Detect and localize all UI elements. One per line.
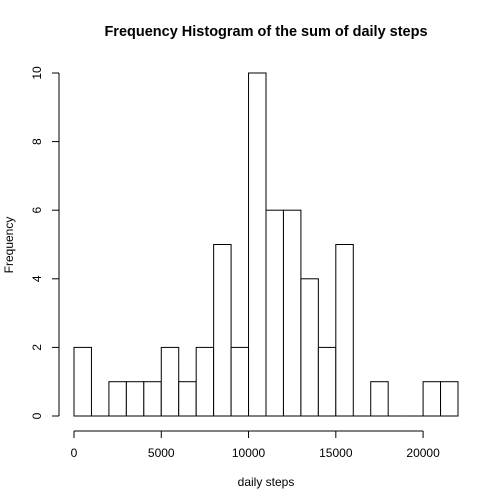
histogram-bar — [143, 381, 162, 417]
histogram-bar — [335, 244, 354, 417]
y-tick-label: 2 — [30, 344, 44, 351]
histogram-bar — [265, 209, 284, 417]
histogram-bar — [125, 381, 145, 417]
x-tick-label: 0 — [71, 446, 78, 460]
y-tick-label: 8 — [30, 138, 44, 145]
y-tick-label: 6 — [30, 207, 44, 214]
histogram-bar — [282, 209, 302, 417]
chart-title: Frequency Histogram of the sum of daily … — [104, 24, 427, 40]
x-tick-label: 5000 — [148, 446, 175, 460]
histogram-bar — [178, 381, 197, 417]
histogram-bar — [248, 72, 267, 417]
histogram-bar — [370, 381, 389, 417]
x-tick-label: 20000 — [406, 446, 440, 460]
histogram-bar — [160, 346, 180, 417]
histogram-bar — [195, 346, 215, 417]
y-tick-label: 0 — [30, 412, 44, 419]
histogram-bar — [300, 278, 319, 417]
bars-group — [73, 72, 459, 417]
y-axis: 0 2 4 6 8 10 — [30, 66, 60, 419]
histogram-bar — [108, 381, 127, 417]
y-tick-label: 4 — [30, 275, 44, 282]
histogram-bar — [213, 244, 232, 417]
histogram-bar — [440, 381, 459, 417]
histogram-bar — [422, 381, 442, 417]
histogram-bar — [317, 346, 337, 417]
x-axis-label: daily steps — [238, 475, 295, 489]
x-tick-label: 10000 — [232, 446, 266, 460]
histogram-bar — [73, 346, 92, 417]
x-tick-label: 15000 — [319, 446, 353, 460]
x-axis: 0 5000 10000 15000 20000 — [71, 430, 440, 460]
y-axis-label: Frequency — [2, 217, 16, 274]
y-tick-label: 10 — [30, 66, 44, 80]
histogram-bar — [230, 346, 250, 417]
